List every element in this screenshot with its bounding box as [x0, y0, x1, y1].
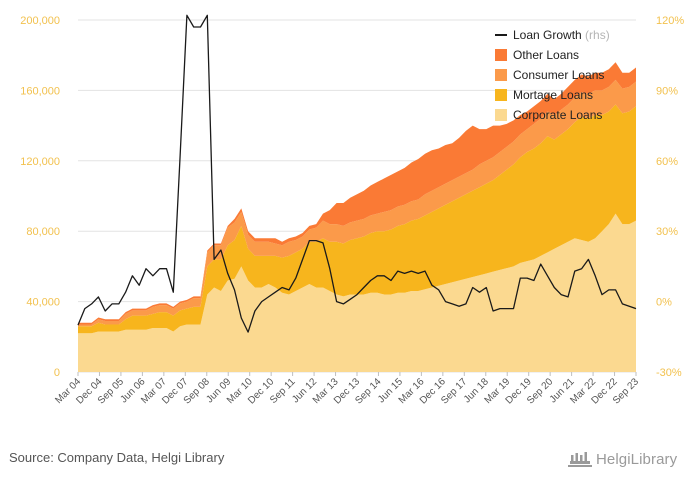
left-tick-label: 160,000 — [20, 85, 60, 97]
legend-rhs-note: (rhs) — [582, 28, 610, 42]
mortage-loans-legend-swatch — [495, 89, 507, 101]
library-icon — [568, 452, 592, 467]
right-tick-label: -30% — [656, 367, 682, 379]
loan-growth-line-group — [77, 14, 637, 333]
loan-growth-legend-label[interactable]: Loan Growth (rhs) — [513, 28, 610, 42]
right-tick-label: 60% — [656, 156, 678, 168]
brand-name: HelgiLibrary — [596, 450, 678, 468]
stacked-areas — [78, 62, 636, 372]
consumer-loans-legend-swatch — [495, 69, 507, 81]
brand-logo[interactable]: HelgiLibrary — [568, 447, 677, 471]
corporate-loans-area — [78, 213, 636, 372]
left-tick-label: 40,000 — [26, 297, 60, 309]
left-axis: 0 40,000 80,000 120,000 160,000 200,000 — [20, 15, 60, 379]
chart-legend[interactable]: Loan Growth (rhs) Other Loans Consumer Loa… — [495, 28, 610, 122]
mortage-loans-legend-label[interactable]: Mortage Loans — [513, 88, 593, 102]
right-tick-label: 30% — [656, 226, 678, 238]
left-tick-label: 120,000 — [20, 156, 60, 168]
consumer-loans-legend-label[interactable]: Consumer Loans — [513, 68, 604, 82]
source-caption: Source: Company Data, Helgi Library — [9, 450, 225, 465]
right-axis: -30% 0% 30% 60% 90% 120% — [656, 15, 684, 379]
mortage-loans-area — [78, 104, 636, 334]
consumer-loans-area — [78, 79, 636, 327]
left-tick-label: 0 — [54, 367, 60, 379]
other-loans-area — [78, 62, 636, 325]
right-tick-label: 90% — [656, 85, 678, 97]
corporate-loans-legend-swatch — [495, 109, 507, 121]
left-tick-label: 80,000 — [26, 226, 60, 238]
loan-growth-line — [77, 14, 637, 333]
left-tick-label: 200,000 — [20, 15, 60, 27]
right-tick-label: 0% — [656, 297, 672, 309]
other-loans-legend-swatch — [495, 49, 507, 61]
right-tick-label: 120% — [656, 15, 684, 27]
other-loans-legend-label[interactable]: Other Loans — [513, 48, 579, 62]
corporate-loans-legend-label[interactable]: Corporate Loans — [513, 108, 602, 122]
